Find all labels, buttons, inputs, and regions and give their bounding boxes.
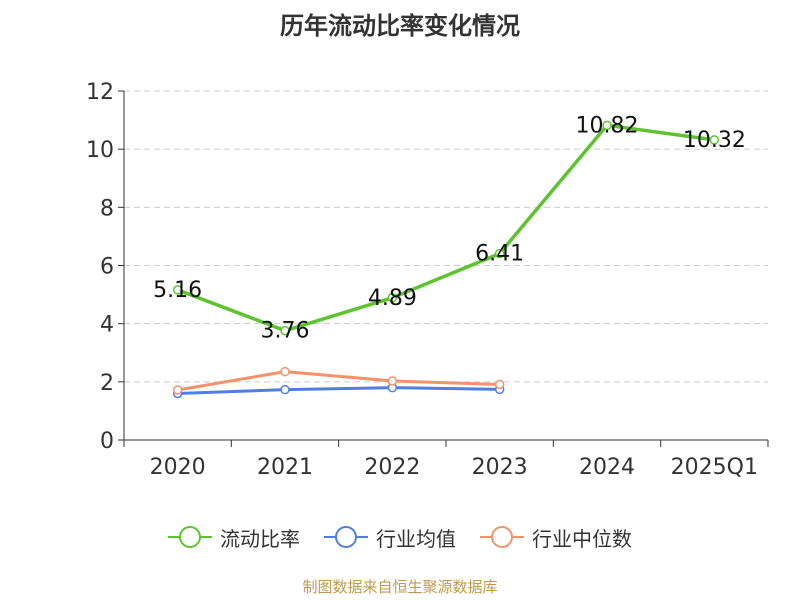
legend-label: 流动比率 bbox=[220, 526, 300, 551]
legend-line-circle-icon bbox=[480, 526, 524, 548]
data-point bbox=[387, 293, 398, 303]
x-tick-label: 2022 bbox=[364, 455, 420, 480]
legend-item[interactable]: 行业中位数 bbox=[480, 523, 632, 552]
data-point bbox=[280, 384, 290, 395]
y-tick-label: 10 bbox=[86, 138, 114, 163]
legend-line-circle-icon bbox=[168, 526, 212, 548]
y-tick-label: 0 bbox=[100, 429, 114, 454]
data-point bbox=[280, 366, 290, 377]
data-label: 4.89 bbox=[368, 286, 417, 311]
data-label: 3.76 bbox=[261, 319, 310, 344]
series-lines bbox=[172, 120, 720, 399]
axes: 0 2 4 6 8 10 12 2020 2021 2022 2023 2024 2025Q1 bbox=[86, 80, 769, 480]
x-tick-label: 2023 bbox=[472, 455, 528, 480]
legend-label: 行业均值 bbox=[376, 526, 456, 551]
series-line-2 bbox=[177, 386, 500, 395]
data-point bbox=[494, 379, 505, 390]
data-point bbox=[172, 285, 183, 295]
x-tick-label: 2020 bbox=[150, 455, 206, 480]
chart-title: 历年流动比率变化情况 bbox=[280, 12, 520, 40]
legend[interactable]: 流动比率 行业均值 行业中位数 bbox=[0, 519, 800, 555]
data-point bbox=[280, 325, 290, 336]
data-point bbox=[387, 376, 398, 386]
legend-label: 行业中位数 bbox=[532, 526, 632, 551]
data-point bbox=[172, 385, 183, 395]
data-label: 6.41 bbox=[475, 242, 524, 267]
data-label: 10.82 bbox=[576, 113, 639, 138]
data-labels: 5.16 3.76 4.89 6.41 10.82 10.32 bbox=[153, 113, 746, 343]
data-point bbox=[709, 135, 720, 145]
y-tick-label: 6 bbox=[100, 255, 114, 280]
data-label: 5.16 bbox=[153, 278, 202, 303]
series-line-1 bbox=[177, 123, 715, 333]
source-note: 制图数据来自恒生聚源数据库 bbox=[302, 578, 498, 596]
legend-line-circle-icon bbox=[324, 526, 368, 548]
x-tick-label: 2021 bbox=[257, 455, 313, 480]
y-tick-label: 12 bbox=[86, 80, 114, 105]
legend-item[interactable]: 流动比率 bbox=[168, 523, 300, 552]
y-tick-label: 8 bbox=[100, 196, 114, 221]
x-tick-label: 2024 bbox=[579, 455, 635, 480]
y-tick-label: 2 bbox=[100, 371, 114, 396]
y-tick-label: 4 bbox=[100, 313, 114, 338]
data-point bbox=[602, 120, 612, 131]
data-point bbox=[494, 248, 505, 259]
data-label: 10.32 bbox=[683, 128, 746, 153]
legend-item[interactable]: 行业均值 bbox=[324, 523, 456, 552]
series-line-3 bbox=[177, 370, 500, 392]
x-tick-label: 2025Q1 bbox=[671, 455, 758, 480]
